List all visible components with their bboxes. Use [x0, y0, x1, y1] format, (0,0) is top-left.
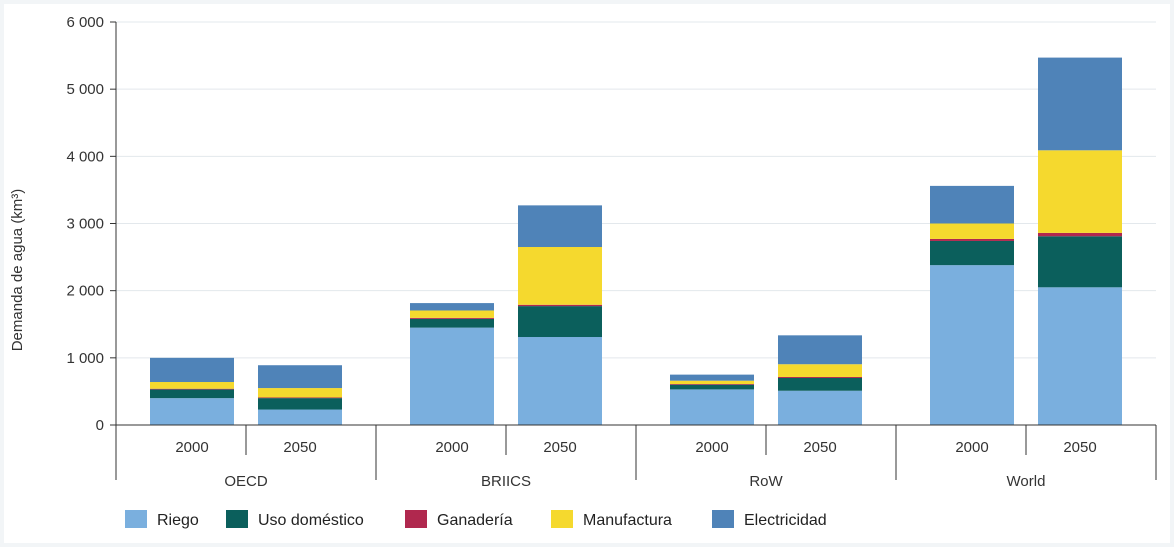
y-tick-label: 5 000	[66, 81, 104, 98]
bar-segment	[410, 310, 494, 318]
bar-segment	[410, 327, 494, 425]
bar-segment	[1038, 287, 1122, 425]
bar-segment	[258, 397, 342, 399]
bar-segment	[150, 398, 234, 425]
bar-segment	[1038, 150, 1122, 233]
bar-segment	[150, 357, 234, 383]
x-category-label: 2050	[1063, 439, 1096, 456]
legend-label: Riego	[157, 512, 199, 529]
y-tick-label: 0	[96, 417, 104, 434]
legend-label: Uso doméstico	[258, 512, 364, 529]
x-category-label: 2050	[283, 439, 316, 456]
bar-segment	[930, 185, 1014, 224]
bar-segment	[150, 382, 234, 389]
bar-segment	[258, 409, 342, 425]
x-group-label: BRIICS	[481, 473, 531, 490]
bar-segment	[778, 335, 862, 365]
bar-segment	[930, 265, 1014, 425]
legend-swatch	[712, 510, 734, 528]
bars	[150, 57, 1122, 425]
bar-segment	[670, 389, 754, 425]
legend-swatch	[226, 510, 248, 528]
y-axis-title: Demanda de agua (km³)	[9, 189, 26, 352]
bar-segment	[778, 390, 862, 425]
bar-segment	[1038, 57, 1122, 151]
bar-segment	[410, 317, 494, 319]
x-category-label: 2050	[803, 439, 836, 456]
x-category-label: 2050	[543, 439, 576, 456]
bar-segment	[518, 304, 602, 307]
x-category-label: 2000	[695, 439, 728, 456]
x-category-label: 2000	[175, 439, 208, 456]
y-tick-label: 3 000	[66, 216, 104, 233]
x-category-label: 2000	[435, 439, 468, 456]
y-tick-label: 1 000	[66, 350, 104, 367]
bar-segment	[518, 337, 602, 425]
x-group-label: RoW	[749, 473, 783, 490]
legend-label: Ganadería	[437, 512, 513, 529]
bar-segment	[670, 374, 754, 381]
bar-segment	[150, 389, 234, 399]
grid	[116, 21, 1156, 359]
x-group-label: OECD	[224, 473, 268, 490]
y-tick-label: 2 000	[66, 283, 104, 300]
legend: Riego Uso doméstico Ganadería Manufactura El…	[125, 510, 827, 529]
bar-segment	[258, 365, 342, 389]
bar-segment	[258, 398, 342, 410]
axes: 0 1 000 2 000 3 000 4 000 5 000 6 000 2000 2050 O…	[66, 14, 1157, 490]
bar-segment	[930, 223, 1014, 239]
x-group-label: World	[1007, 473, 1046, 490]
bar-segment	[778, 364, 862, 377]
bar-segment	[670, 380, 754, 385]
bar-segment	[410, 318, 494, 328]
bar-segment	[1038, 232, 1122, 237]
bar-segment	[670, 384, 754, 385]
bar-segment	[518, 205, 602, 248]
bar-segment	[1038, 236, 1122, 288]
bar-segment	[778, 376, 862, 378]
bar-segment	[930, 238, 1014, 241]
y-tick-label: 4 000	[66, 148, 104, 165]
bar-segment	[518, 306, 602, 338]
bar-segment	[518, 247, 602, 305]
bar-segment	[670, 384, 754, 390]
bar-segment	[778, 377, 862, 391]
bar-segment	[410, 303, 494, 311]
bar-segment	[258, 388, 342, 398]
y-tick-label: 6 000	[66, 14, 104, 31]
x-category-label: 2000	[955, 439, 988, 456]
bar-segment	[150, 388, 234, 390]
legend-label: Manufactura	[583, 512, 672, 529]
legend-swatch	[551, 510, 573, 528]
bar-segment	[930, 240, 1014, 266]
legend-swatch	[125, 510, 147, 528]
legend-swatch	[405, 510, 427, 528]
legend-label: Electricidad	[744, 512, 827, 529]
